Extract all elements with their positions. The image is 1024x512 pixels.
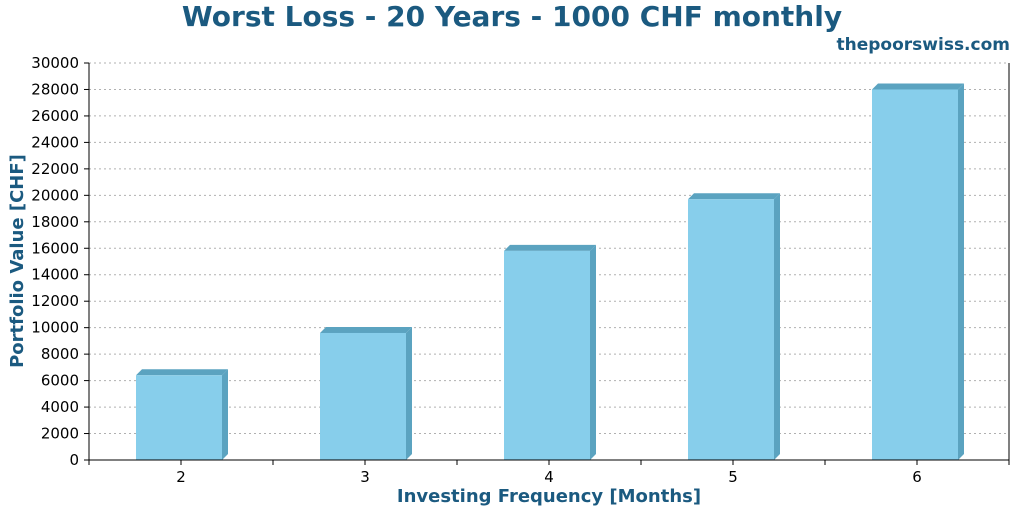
x-tick-label: 4 bbox=[544, 468, 554, 486]
y-tick-label: 14000 bbox=[31, 266, 79, 284]
y-tick-label: 20000 bbox=[31, 186, 79, 204]
x-tick-label: 2 bbox=[176, 468, 186, 486]
y-tick-label: 30000 bbox=[31, 54, 79, 72]
y-tick-label: 28000 bbox=[31, 80, 79, 98]
y-tick-label: 8000 bbox=[41, 345, 79, 363]
x-tick-label: 5 bbox=[728, 468, 738, 486]
y-tick-label: 0 bbox=[69, 451, 79, 469]
site-watermark: thepoorswiss.com bbox=[836, 35, 1011, 55]
x-tick-label: 6 bbox=[912, 468, 922, 486]
axes bbox=[84, 62, 1010, 465]
bar-side bbox=[590, 244, 596, 460]
bar-top bbox=[320, 326, 412, 333]
y-tick-label: 22000 bbox=[31, 160, 79, 178]
y-tick-label: 2000 bbox=[41, 425, 79, 443]
bar-top bbox=[688, 193, 780, 200]
x-tick-label: 3 bbox=[360, 468, 370, 486]
y-tick-label: 10000 bbox=[31, 319, 79, 337]
y-tick-label: 24000 bbox=[31, 133, 79, 151]
bar-top bbox=[504, 244, 596, 251]
bar bbox=[504, 250, 590, 460]
x-axis-title: Investing Frequency [Months] bbox=[397, 486, 701, 507]
bar-top bbox=[872, 83, 964, 90]
y-axis-title: Portfolio Value [CHF] bbox=[7, 154, 28, 368]
bar-side bbox=[406, 326, 412, 460]
bar bbox=[872, 89, 958, 460]
bar-side bbox=[774, 193, 780, 460]
bar-top bbox=[136, 369, 228, 376]
bar bbox=[136, 375, 222, 460]
bars bbox=[136, 83, 964, 460]
y-tick-label: 12000 bbox=[31, 292, 79, 310]
y-tick-label: 6000 bbox=[41, 372, 79, 390]
y-tick-label: 18000 bbox=[31, 213, 79, 231]
bar bbox=[688, 199, 774, 460]
chart-title: Worst Loss - 20 Years - 1000 CHF monthly bbox=[181, 0, 843, 33]
y-tick-label: 16000 bbox=[31, 239, 79, 257]
bar-side bbox=[222, 369, 228, 460]
tick-labels: 0 2000 4000 6000 8000 10000 12000 14000 16000 180… bbox=[31, 54, 921, 486]
bar bbox=[320, 332, 406, 460]
y-tick-label: 26000 bbox=[31, 107, 79, 125]
y-tick-label: 4000 bbox=[41, 398, 79, 416]
bar-side bbox=[958, 83, 964, 460]
